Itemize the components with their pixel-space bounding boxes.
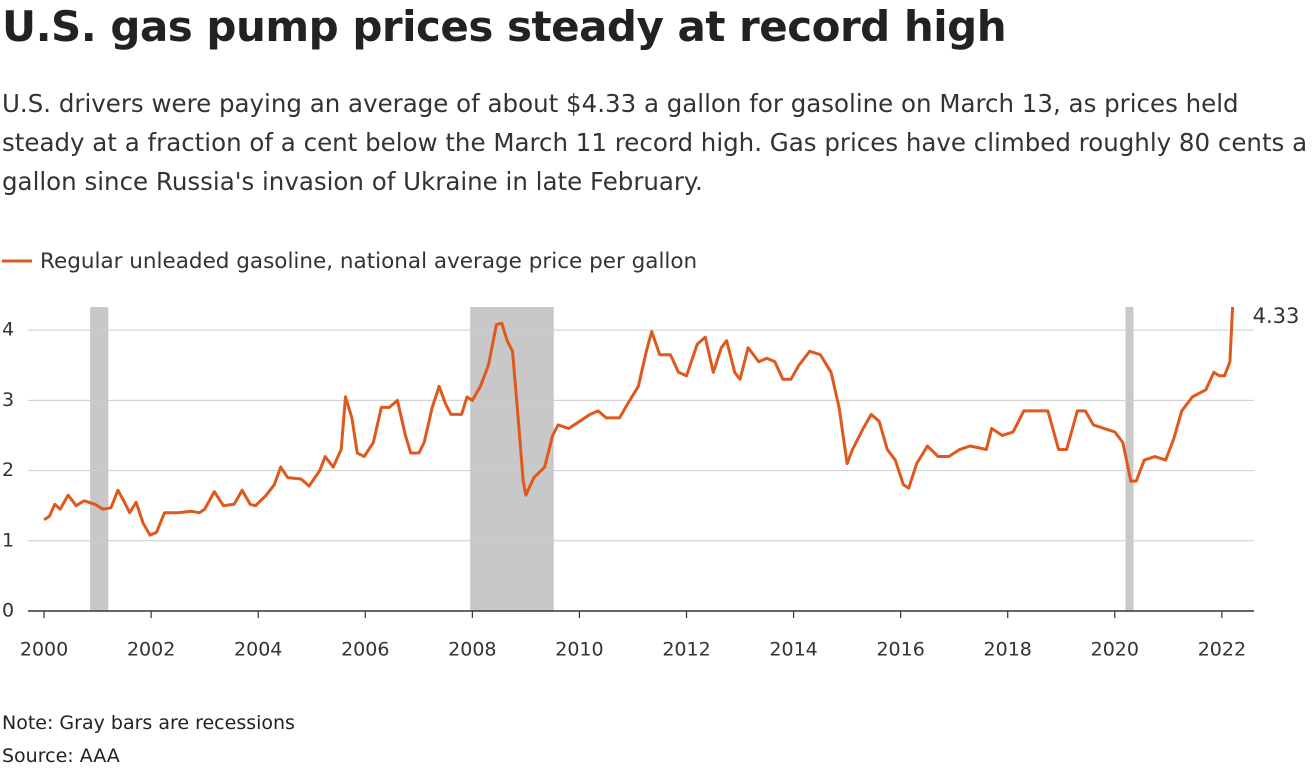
y-tick-label: 3 bbox=[2, 389, 14, 411]
x-tick-label: 2022 bbox=[1198, 639, 1246, 661]
x-tick-label: 2008 bbox=[448, 639, 496, 661]
y-tick-label: 4 bbox=[2, 319, 14, 341]
x-tick-label: 2018 bbox=[984, 639, 1032, 661]
legend-label: Regular unleaded gasoline, national aver… bbox=[40, 249, 697, 274]
y-tick-label: 1 bbox=[2, 529, 14, 551]
y-tick-label: 0 bbox=[2, 600, 14, 622]
note: Note: Gray bars are recessions bbox=[2, 712, 295, 734]
recession-band bbox=[1125, 307, 1134, 611]
x-tick-label: 2012 bbox=[662, 639, 710, 661]
x-tick-label: 2014 bbox=[769, 639, 817, 661]
chart-subtitle: U.S. drivers were paying an average of a… bbox=[2, 89, 1308, 196]
price-line bbox=[43, 306, 1235, 537]
chart: 0 1 2 3 4 2000 2002 2004 2006 2008 2010 2012 2014 201… bbox=[2, 249, 1300, 661]
x-tick-label: 2004 bbox=[234, 639, 282, 661]
chart-title: U.S. gas pump prices steady at record hi… bbox=[2, 2, 1007, 51]
x-tick-label: 2020 bbox=[1091, 639, 1139, 661]
x-tick-label: 2016 bbox=[876, 639, 924, 661]
x-tick-label: 2010 bbox=[555, 639, 603, 661]
recession-band bbox=[90, 307, 109, 611]
x-tick-label: 2000 bbox=[20, 639, 68, 661]
end-value-label: 4.33 bbox=[1253, 304, 1300, 328]
y-tick-label: 2 bbox=[2, 459, 14, 481]
x-tick-label: 2006 bbox=[341, 639, 389, 661]
source: Source: AAA bbox=[2, 745, 120, 767]
x-tick-label: 2002 bbox=[127, 639, 175, 661]
